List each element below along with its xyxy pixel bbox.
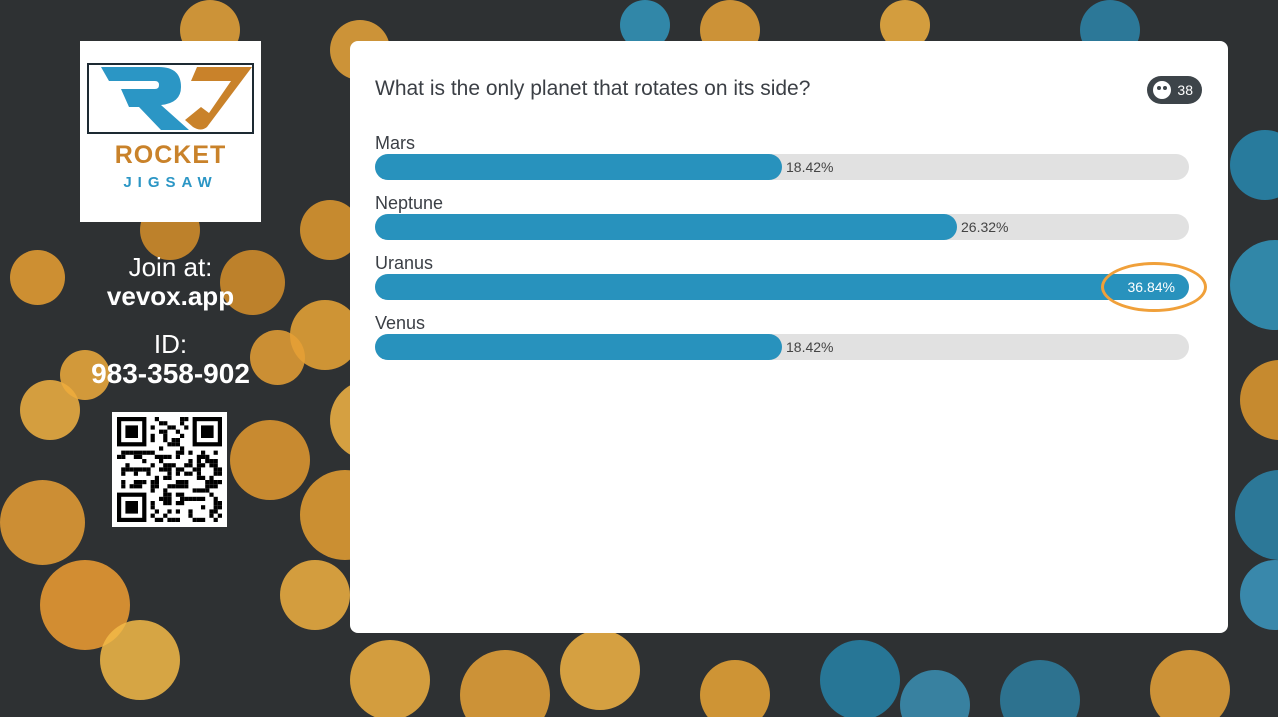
qr-code-icon[interactable]	[112, 412, 227, 527]
bokeh-light	[280, 560, 350, 630]
participants-icon	[1153, 81, 1172, 99]
option-label: Uranus	[375, 253, 434, 273]
bokeh-light	[100, 620, 180, 700]
option-percent: 18.42%	[786, 159, 834, 175]
poll-results-card: What is the only planet that rotates on …	[350, 41, 1228, 633]
bokeh-light	[460, 650, 550, 717]
option-bar-fill	[375, 154, 782, 180]
bokeh-light	[1240, 360, 1278, 440]
poll-options: Mars 18.42% Neptune 26.32% Uranus 36.84% Venus…	[375, 132, 1207, 372]
join-url[interactable]: vevox.app	[106, 281, 235, 311]
poll-option: Uranus 36.84%	[375, 252, 1207, 312]
bokeh-light	[1240, 560, 1278, 630]
bokeh-light	[1230, 240, 1278, 330]
poll-option: Mars 18.42%	[375, 132, 1189, 192]
session-id-label: ID:	[153, 329, 188, 359]
option-bar-track: 18.42%	[375, 334, 1189, 360]
highlight-ring	[1101, 262, 1207, 312]
option-bar-track: 18.42%	[375, 154, 1189, 180]
logo-emblem	[87, 63, 254, 134]
bokeh-light	[1230, 130, 1278, 200]
bokeh-light	[250, 330, 305, 385]
rj-mark-icon	[101, 67, 252, 130]
bokeh-light	[10, 250, 65, 305]
option-percent: 18.42%	[786, 339, 834, 355]
bokeh-light	[700, 660, 770, 717]
participant-count: 38	[1177, 82, 1193, 98]
logo-text-jigsaw: JIGSAW	[123, 174, 218, 191]
session-id-value: 983-358-902	[91, 358, 250, 389]
option-label: Mars	[375, 133, 415, 153]
join-label: Join at:	[128, 252, 213, 282]
bokeh-light	[0, 480, 85, 565]
bokeh-light	[900, 670, 970, 717]
option-bar-track: 36.84%	[375, 262, 1207, 312]
poll-option: Neptune 26.32%	[375, 192, 1189, 252]
option-bar-fill	[375, 334, 782, 360]
option-bar-fill	[375, 214, 957, 240]
bokeh-light	[230, 420, 310, 500]
poll-option: Venus 18.42%	[375, 312, 1189, 372]
sidebar: ROCKET JIGSAW Join at: vevox.app ID: 983…	[80, 41, 261, 527]
rocket-jigsaw-logo: ROCKET JIGSAW	[80, 41, 261, 222]
bokeh-light	[60, 350, 110, 400]
option-bar-track: 26.32%	[375, 214, 1189, 240]
bokeh-light	[350, 640, 430, 717]
poll-question: What is the only planet that rotates on …	[375, 77, 811, 100]
bokeh-light	[220, 250, 285, 315]
logo-text-rocket: ROCKET	[114, 141, 227, 169]
bokeh-light	[1235, 470, 1278, 560]
option-bar-fill	[375, 274, 1189, 300]
bokeh-light	[1150, 650, 1230, 717]
bokeh-light	[820, 640, 900, 717]
participant-count-badge: 38	[1147, 76, 1202, 104]
qr-pattern	[117, 417, 222, 522]
option-label: Neptune	[375, 193, 444, 213]
bokeh-light	[1000, 660, 1080, 717]
option-label: Venus	[375, 313, 426, 333]
bokeh-light	[560, 630, 640, 710]
option-percent: 26.32%	[961, 219, 1009, 235]
